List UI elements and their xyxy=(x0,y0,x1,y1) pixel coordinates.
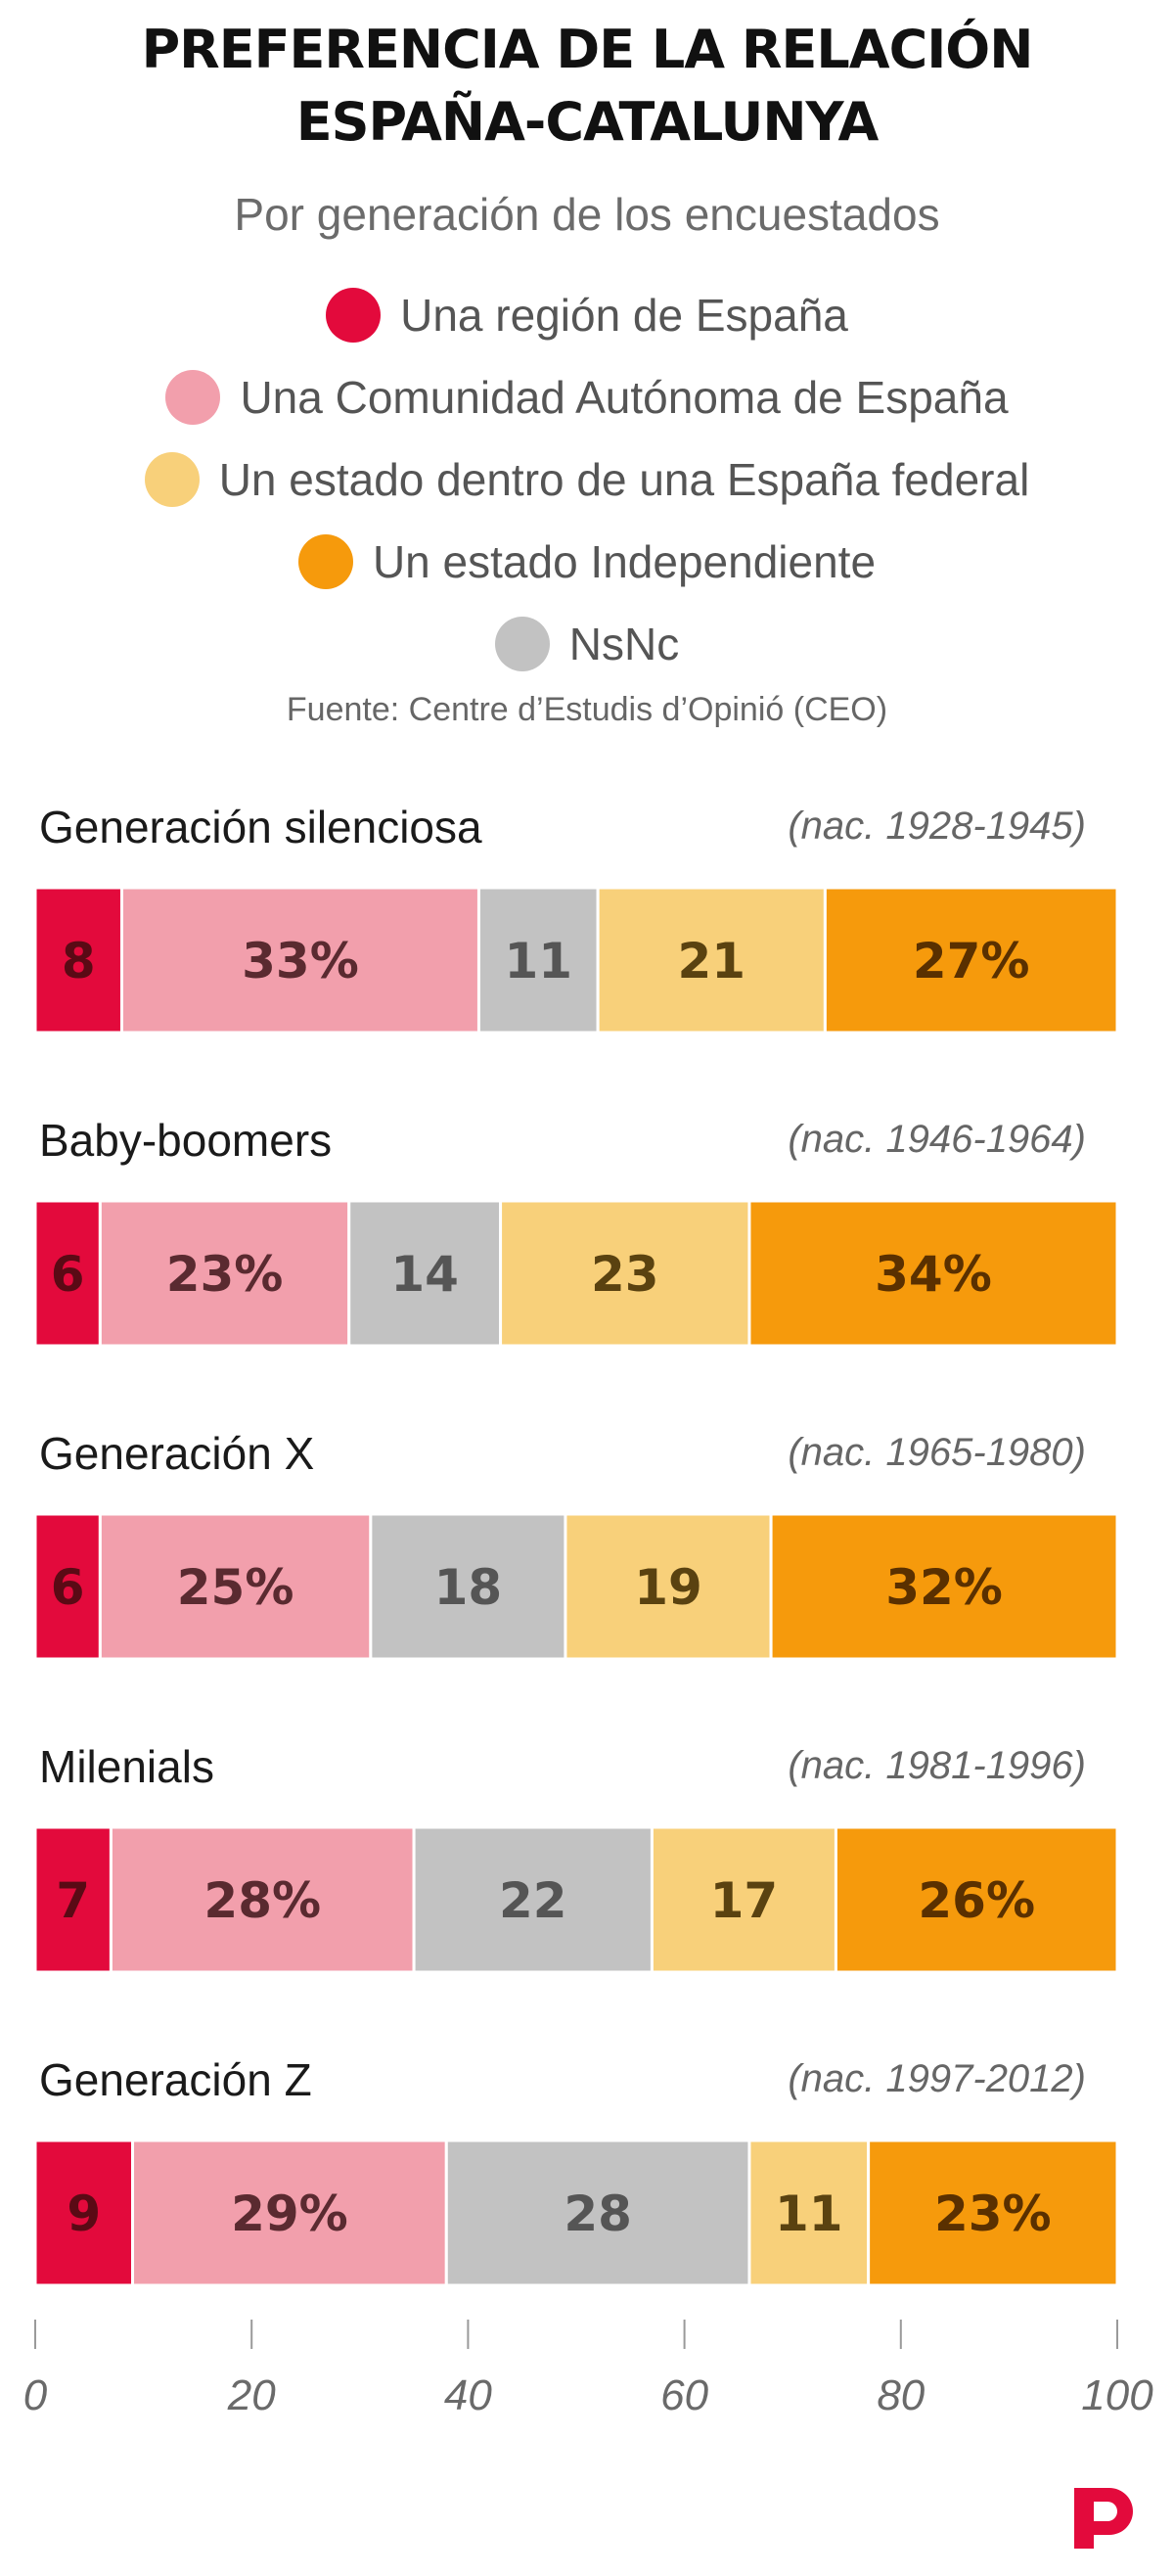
legend-swatch-independiente xyxy=(297,534,353,589)
bar-independiente-5 xyxy=(867,2139,1119,2287)
bar-region-1 xyxy=(33,886,123,1035)
bar-label-comunidad-3: 25% xyxy=(177,1559,294,1616)
bar-label-comunidad-1: 33% xyxy=(242,933,359,989)
group-years-silenciosa: (nac. 1928-1945) xyxy=(788,805,1086,848)
chart-subtitle: Por generación de los encuestados xyxy=(234,189,940,240)
source-note: Fuente: Centre d’Estudis d’Opinió (CEO) xyxy=(286,691,888,728)
bar-label-comunidad-4: 28% xyxy=(203,1872,321,1929)
bar-label-federal-4: 17 xyxy=(710,1872,779,1929)
bar-label-region-4: 7 xyxy=(56,1872,90,1929)
chart-title: PREFERENCIA DE LA RELACIÓN ESPAÑA-CATALU… xyxy=(0,14,1174,159)
bar-comunidad-1 xyxy=(119,886,480,1035)
bar-independiente-2 xyxy=(747,1199,1119,1348)
title-line-1: PREFERENCIA DE LA RELACIÓN xyxy=(141,19,1034,80)
publico-p-logo-icon xyxy=(1074,2488,1133,2549)
x-tick-label-40: 40 xyxy=(444,2371,492,2419)
group-label-genx: Generación X xyxy=(39,1428,315,1479)
title-line-2: ESPAÑA-CATALUNYA xyxy=(295,91,880,153)
x-tick-label-60: 60 xyxy=(660,2371,708,2419)
bar-label-region-1: 8 xyxy=(62,933,96,989)
x-tick-label-0: 0 xyxy=(23,2371,48,2419)
legend-item-comunidad: Una Comunidad Autónoma de España xyxy=(0,356,1174,438)
bar-nsnc-2 xyxy=(347,1199,503,1348)
bar-label-nsnc-3: 18 xyxy=(434,1559,503,1616)
legend-item-federal: Un estado dentro de una España federal xyxy=(0,438,1174,521)
legend-label-nsnc: NsNc xyxy=(568,619,680,669)
x-tick-label-20: 20 xyxy=(227,2371,276,2419)
group-label-silenciosa: Generación silenciosa xyxy=(39,802,482,852)
bar-nsnc-4 xyxy=(412,1825,654,1974)
bar-federal-3 xyxy=(564,1512,773,1661)
group-label-boomers: Baby-boomers xyxy=(39,1115,333,1166)
legend-label-region: Una región de España xyxy=(400,290,848,341)
bar-label-nsnc-5: 28 xyxy=(564,2185,632,2242)
bar-independiente-1 xyxy=(823,886,1119,1035)
bar-label-independiente-4: 26% xyxy=(918,1872,1035,1929)
legend-item-independiente: Un estado Independiente xyxy=(0,521,1174,603)
bar-label-nsnc-2: 14 xyxy=(390,1246,459,1303)
legend-item-region: Una región de España xyxy=(0,274,1174,356)
bar-label-federal-2: 23 xyxy=(591,1246,659,1303)
legend-label-independiente: Un estado Independiente xyxy=(372,536,877,587)
bar-label-region-5: 9 xyxy=(67,2185,101,2242)
legend-item-nsnc: NsNc xyxy=(0,603,1174,685)
bar-label-nsnc-4: 22 xyxy=(499,1872,567,1929)
x-tick-label-100: 100 xyxy=(1081,2371,1153,2419)
group-label-genz: Generación Z xyxy=(39,2054,312,2105)
bars-layer: 8 33% 11 21 27% 6 23% 14 23 34% 6 25% 18 19 32% 7 28% 22 1… xyxy=(33,886,1119,2287)
bar-label-nsnc-1: 11 xyxy=(504,933,572,989)
bar-region-3 xyxy=(33,1512,102,1661)
legend-swatch-comunidad xyxy=(165,370,221,425)
bar-label-comunidad-2: 23% xyxy=(166,1246,284,1303)
bar-independiente-3 xyxy=(769,1512,1119,1661)
group-years-genz: (nac. 1997-2012) xyxy=(788,2057,1086,2100)
bar-label-federal-5: 11 xyxy=(775,2185,843,2242)
bar-federal-4 xyxy=(650,1825,837,1974)
legend-label-comunidad: Una Comunidad Autónoma de España xyxy=(240,372,1009,423)
group-years-milenials: (nac. 1981-1996) xyxy=(788,1744,1086,1787)
bar-federal-2 xyxy=(499,1199,751,1348)
legend: Una región de España Una Comunidad Autón… xyxy=(0,274,1174,685)
x-tick-label-80: 80 xyxy=(877,2371,925,2419)
bar-label-independiente-1: 27% xyxy=(913,933,1030,989)
bar-label-independiente-3: 32% xyxy=(885,1559,1003,1616)
legend-swatch-federal xyxy=(144,452,200,507)
bar-federal-5 xyxy=(747,2139,871,2287)
bar-region-2 xyxy=(33,1199,102,1348)
legend-swatch-region xyxy=(326,288,382,343)
x-axis: 0 20 40 60 80 100 xyxy=(23,2320,1153,2419)
bar-region-5 xyxy=(33,2139,135,2287)
bar-nsnc-3 xyxy=(369,1512,567,1661)
bar-label-region-3: 6 xyxy=(51,1559,85,1616)
group-years-genx: (nac. 1965-1980) xyxy=(788,1431,1086,1474)
bar-comunidad-4 xyxy=(109,1825,416,1974)
bar-label-federal-1: 21 xyxy=(677,933,745,989)
bar-comunidad-2 xyxy=(98,1199,351,1348)
bar-federal-1 xyxy=(596,886,827,1035)
legend-swatch-nsnc xyxy=(494,617,550,671)
bar-label-comunidad-5: 29% xyxy=(231,2185,348,2242)
legend-label-federal: Un estado dentro de una España federal xyxy=(218,454,1030,505)
group-years-boomers: (nac. 1946-1964) xyxy=(788,1118,1086,1161)
bar-label-federal-3: 19 xyxy=(634,1559,702,1616)
bar-comunidad-5 xyxy=(131,2139,448,2287)
group-label-milenials: Milenials xyxy=(39,1741,214,1792)
bar-label-independiente-5: 23% xyxy=(934,2185,1052,2242)
bar-label-independiente-2: 34% xyxy=(875,1246,992,1303)
bar-label-region-2: 6 xyxy=(51,1246,85,1303)
bar-independiente-4 xyxy=(834,1825,1119,1974)
